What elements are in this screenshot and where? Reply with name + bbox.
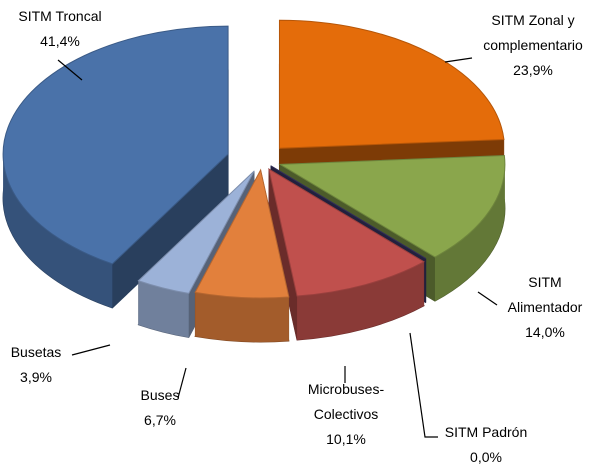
value-label: 10,1% (326, 431, 366, 447)
leader-line (409, 332, 438, 438)
slice-outer-wall (297, 261, 424, 341)
slice-outer-wall (3, 154, 113, 308)
leader-line (57, 59, 83, 81)
slice-top (278, 154, 506, 258)
category-label: Microbuses-Colectivos (307, 381, 385, 422)
value-label: 0,0% (470, 449, 502, 464)
slice-outer-wall (195, 292, 289, 342)
category-label: SITM Padrón (444, 424, 528, 440)
slice-top (268, 168, 425, 297)
slice-top (137, 170, 255, 294)
value-label: 23,9% (513, 62, 553, 78)
leader-line (444, 57, 473, 63)
slice-outer-wall (434, 164, 505, 302)
slice-top (278, 19, 505, 149)
slice-top (270, 165, 427, 259)
slice-label: SITM Padrón 0,0% (432, 420, 540, 464)
slice-label: SITM Troncal 41,4% (0, 4, 120, 54)
leader-lines (57, 57, 498, 438)
slice-label: Microbuses-Colectivos 10,1% (296, 377, 396, 452)
value-label: 41,4% (40, 33, 80, 49)
slice-top (2, 25, 229, 265)
leader-line (177, 367, 187, 399)
value-label: 3,9% (20, 369, 52, 385)
slice-label: Busetas 3,9% (0, 340, 72, 390)
slice-label: SITM Alimentador 14,0% (500, 270, 590, 345)
slice-outer-wall (138, 280, 189, 338)
category-label: SITM Troncal (18, 8, 102, 24)
leader-line (71, 344, 111, 356)
leader-line (477, 291, 498, 306)
value-label: 14,0% (525, 324, 565, 340)
slice-label: Buses 6,7% (125, 383, 195, 433)
slice-top (194, 168, 290, 299)
category-label: Buses (140, 387, 180, 403)
category-label: Busetas (10, 344, 62, 360)
category-label: SITM Alimentador (507, 274, 583, 315)
value-label: 6,7% (144, 412, 176, 428)
category-label: SITM Zonal y complementario (483, 12, 583, 53)
slice-label: SITM Zonal y complementario 23,9% (468, 8, 595, 83)
